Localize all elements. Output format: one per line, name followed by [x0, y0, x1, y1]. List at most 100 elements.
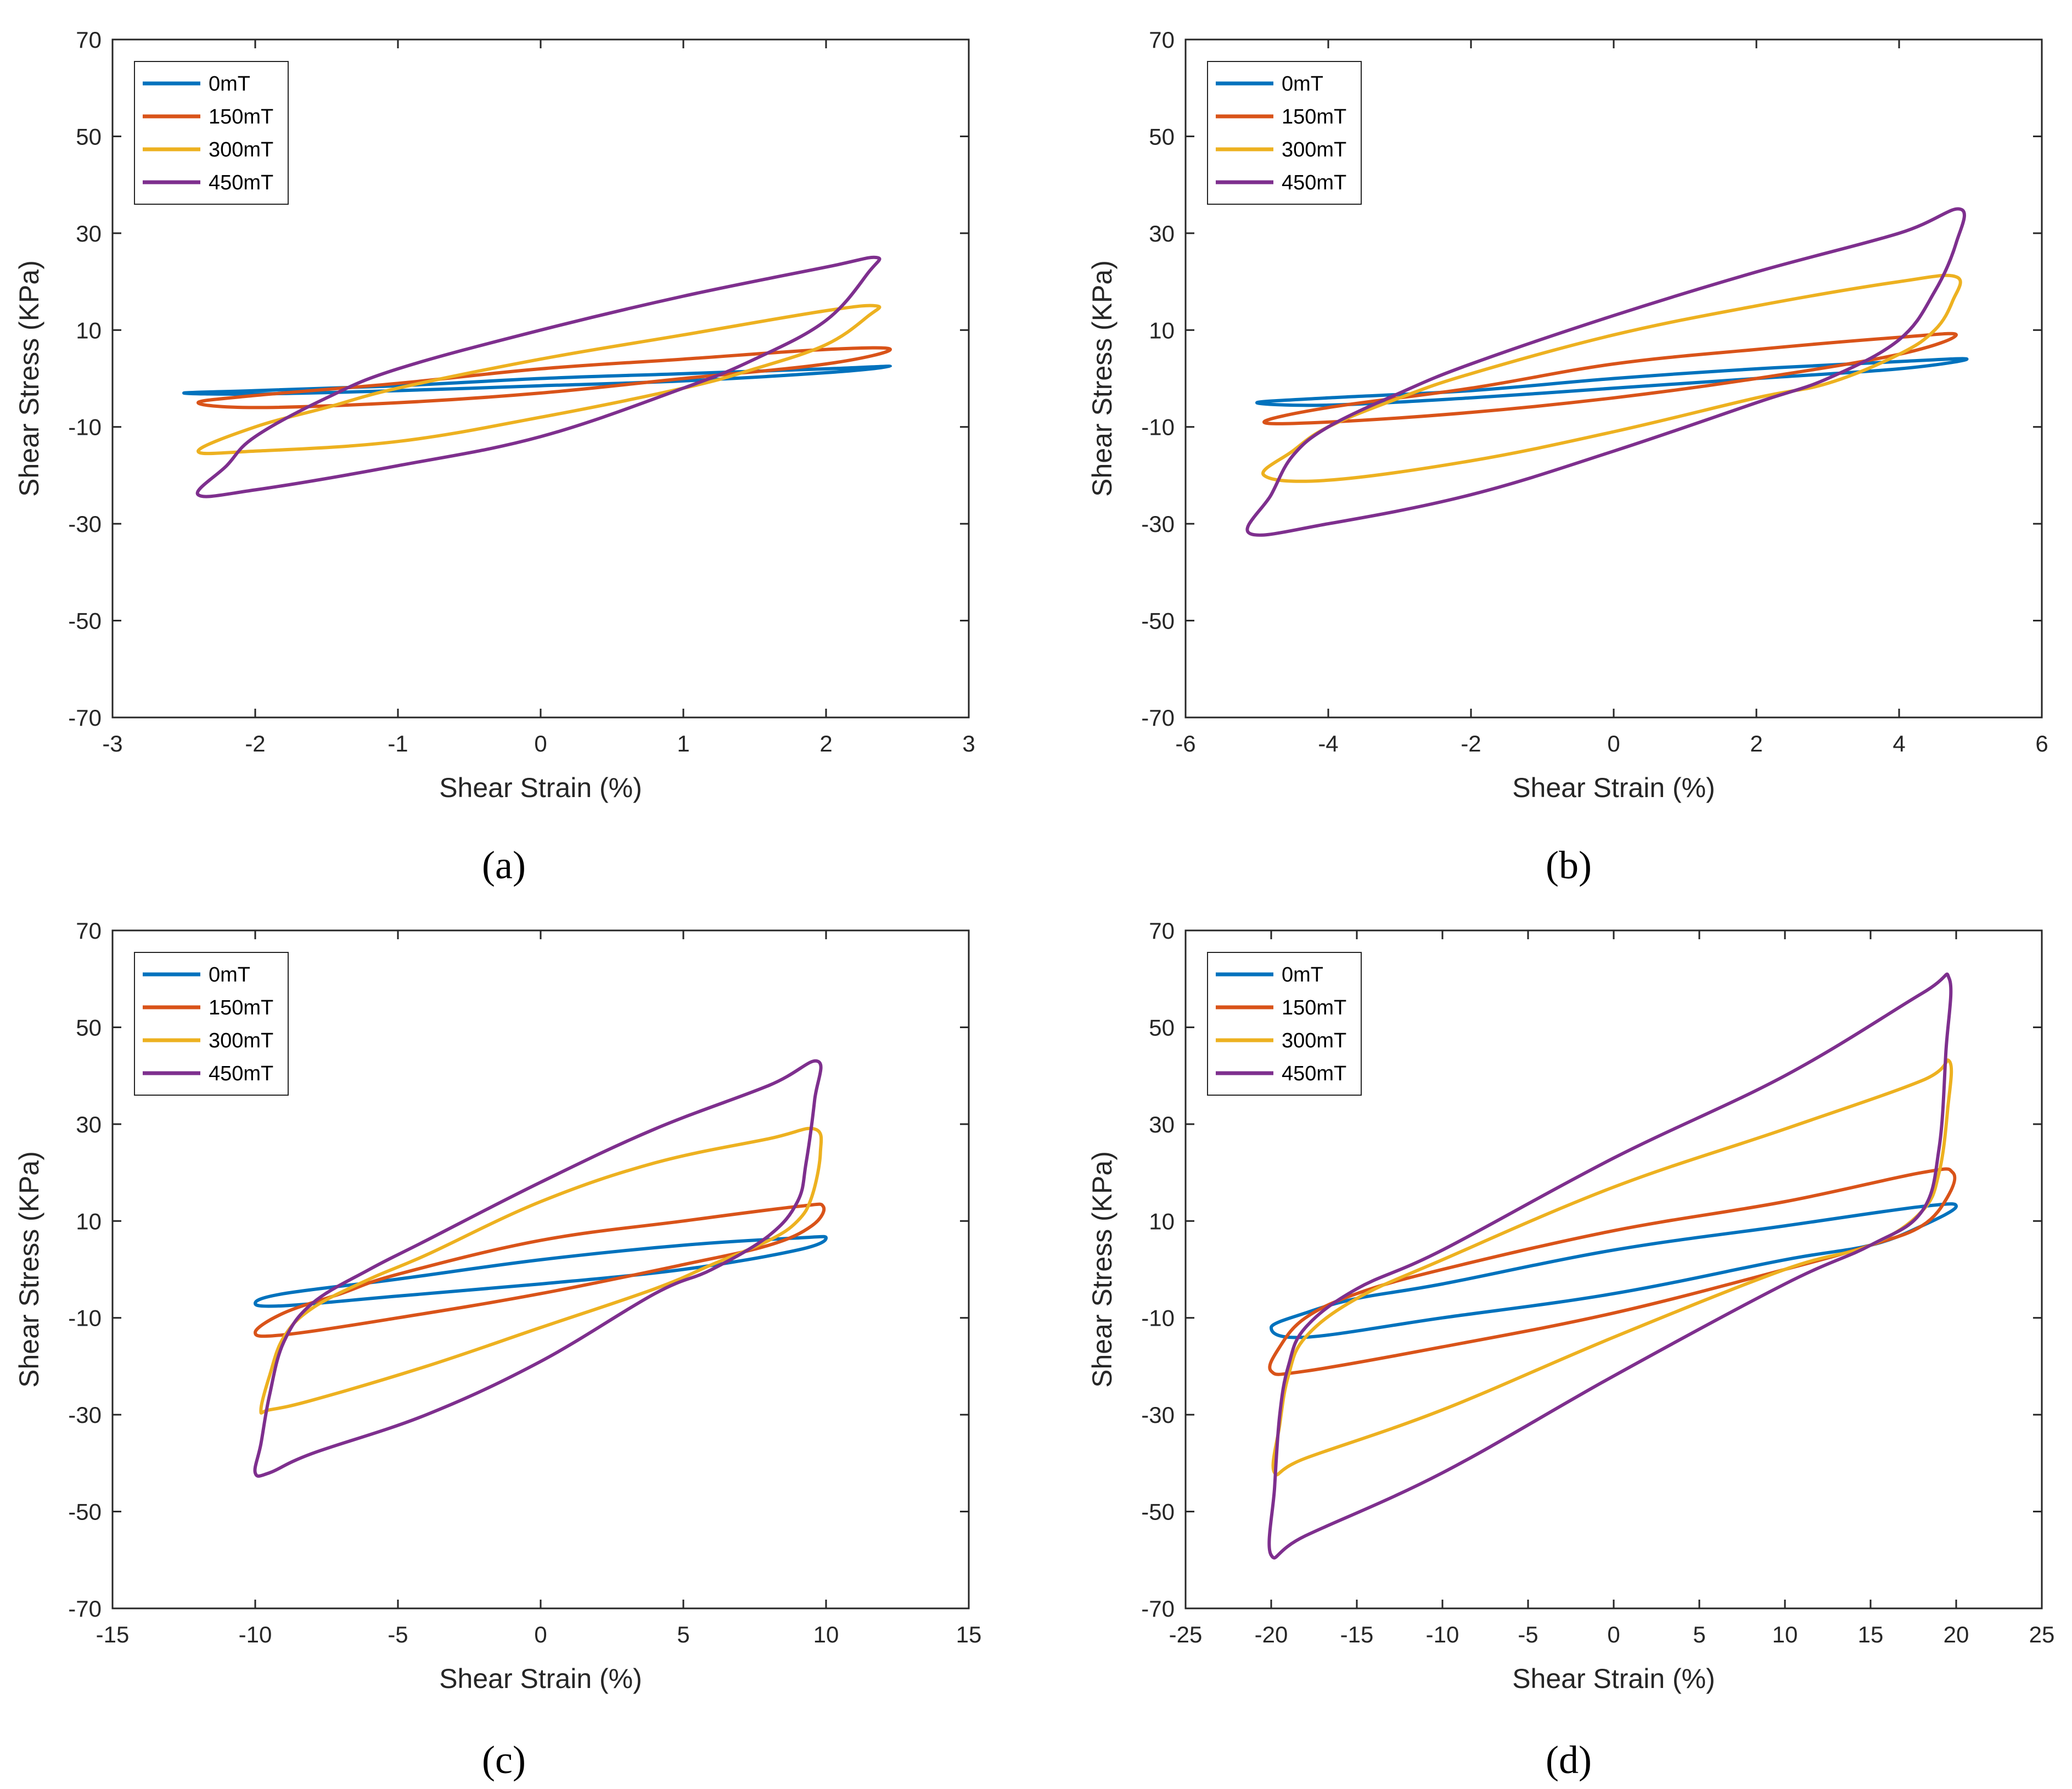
- x-tick-label: 6: [2035, 731, 2048, 756]
- series-line-0mT: [1270, 1202, 1958, 1339]
- legend-entry-0mT: 0mT: [209, 72, 250, 96]
- x-tick-label: 0: [534, 1622, 547, 1647]
- x-tick-label: 20: [1944, 1622, 1969, 1647]
- x-tick-label: -10: [1426, 1622, 1459, 1647]
- x-tick-label: -2: [1461, 731, 1481, 756]
- series-line-150mT: [1262, 332, 1958, 425]
- y-tick-label: 10: [1149, 317, 1175, 343]
- panel-caption: (c): [482, 1738, 526, 1782]
- x-tick-label: 0: [534, 731, 547, 756]
- y-tick-label: -10: [68, 1305, 102, 1331]
- y-tick-label: 50: [76, 124, 102, 149]
- y-tick-label: 30: [1149, 221, 1175, 246]
- chart-panel-b: -6 -4 -2 0 2 4 6 -70 -50 -30 -10 10 30 50 70 Shear Stra…: [1087, 27, 2048, 887]
- x-tick-label: -15: [1340, 1622, 1374, 1647]
- series-line-300mT: [1261, 273, 1962, 483]
- x-tick-label: -20: [1255, 1622, 1288, 1647]
- y-tick-label: 70: [1149, 918, 1175, 944]
- x-tick-label: -3: [102, 731, 122, 756]
- x-tick-label: 4: [1893, 731, 1905, 756]
- y-tick-label: -50: [68, 1499, 102, 1525]
- y-tick-label: -10: [1141, 1305, 1175, 1331]
- series-line-450mT: [1245, 207, 1966, 537]
- legend-entry-300mT: 300mT: [1282, 1029, 1346, 1052]
- y-tick-label: 70: [76, 27, 102, 53]
- series-line-300mT: [1271, 1058, 1953, 1477]
- legend-entry-0mT: 0mT: [209, 963, 250, 986]
- series-line-150mT: [254, 1202, 826, 1338]
- legend-entry-150mT: 150mT: [209, 105, 273, 128]
- y-tick-label: 50: [76, 1014, 102, 1040]
- y-axis-label: Shear Stress (KPa): [14, 1151, 44, 1388]
- legend-entry-450mT: 450mT: [209, 1062, 273, 1085]
- x-tick-label: 15: [1858, 1622, 1884, 1647]
- y-tick-label: -70: [68, 1596, 102, 1622]
- y-tick-label: -30: [68, 511, 102, 537]
- x-tick-label: -6: [1175, 731, 1195, 756]
- y-tick-label: -50: [68, 608, 102, 634]
- legend-entry-150mT: 150mT: [209, 996, 273, 1019]
- x-tick-label: -2: [245, 731, 265, 756]
- series-line-450mT: [253, 1059, 823, 1478]
- y-tick-label: -30: [1141, 511, 1175, 537]
- legend-entry-300mT: 300mT: [209, 138, 273, 161]
- series-line-450mT: [1267, 972, 1953, 1560]
- x-tick-label: 1: [677, 731, 689, 756]
- x-tick-label: 0: [1607, 1622, 1620, 1647]
- x-axis-label: Shear Strain (%): [1512, 772, 1715, 803]
- x-tick-label: 3: [962, 731, 975, 756]
- y-tick-label: -30: [68, 1402, 102, 1428]
- y-tick-label: 30: [1149, 1112, 1175, 1137]
- panel-caption: (d): [1546, 1738, 1592, 1782]
- legend-entry-450mT: 450mT: [1282, 1062, 1346, 1085]
- legend-entry-0mT: 0mT: [1282, 72, 1323, 96]
- series-line-0mT: [182, 364, 892, 396]
- legend-entry-450mT: 450mT: [1282, 171, 1346, 194]
- x-tick-label: 15: [956, 1622, 982, 1647]
- x-axis-label: Shear Strain (%): [1512, 1663, 1715, 1694]
- y-tick-label: 70: [76, 918, 102, 944]
- series-line-0mT: [1255, 357, 1969, 407]
- series-line-300mT: [259, 1126, 823, 1415]
- x-tick-label: -15: [96, 1622, 130, 1647]
- x-tick-label: -25: [1169, 1622, 1203, 1647]
- y-axis-label: Shear Stress (KPa): [14, 260, 44, 497]
- y-tick-label: 30: [76, 221, 102, 246]
- y-tick-label: 70: [1149, 27, 1175, 53]
- x-axis-label: Shear Strain (%): [439, 772, 642, 803]
- x-tick-label: 2: [819, 731, 832, 756]
- y-tick-label: 10: [76, 1208, 102, 1234]
- y-tick-label: -30: [1141, 1402, 1175, 1428]
- series-line-300mT: [196, 304, 881, 456]
- y-tick-label: 30: [76, 1112, 102, 1137]
- legend-entry-150mT: 150mT: [1282, 996, 1346, 1019]
- y-tick-label: -70: [1141, 1596, 1175, 1622]
- y-axis-label: Shear Stress (KPa): [1087, 260, 1118, 497]
- x-tick-label: -1: [388, 731, 408, 756]
- series-line-150mT: [196, 346, 892, 410]
- y-tick-label: 50: [1149, 124, 1175, 149]
- chart-panel-d: -25 -20 -15 -10 -5 0 5 10 15 20 25-70-50-30-101030…: [1087, 918, 2054, 1782]
- x-tick-label: -5: [1518, 1622, 1538, 1647]
- legend-entry-300mT: 300mT: [1282, 138, 1346, 161]
- y-tick-label: -10: [68, 414, 102, 440]
- panel-caption: (a): [482, 843, 526, 887]
- legend-entry-0mT: 0mT: [1282, 963, 1323, 986]
- y-tick-label: -50: [1141, 608, 1175, 634]
- legend-entry-450mT: 450mT: [209, 171, 273, 194]
- x-tick-label: 0: [1607, 731, 1620, 756]
- y-tick-label: -10: [1141, 414, 1175, 440]
- x-tick-label: 5: [677, 1622, 689, 1647]
- x-tick-label: 2: [1750, 731, 1762, 756]
- series-line-450mT: [195, 255, 881, 498]
- y-tick-label: 10: [76, 317, 102, 343]
- y-tick-label: 10: [1149, 1208, 1175, 1234]
- x-tick-label: -10: [239, 1622, 272, 1647]
- x-tick-label: 5: [1693, 1622, 1705, 1647]
- legend-entry-150mT: 150mT: [1282, 105, 1346, 128]
- x-axis-label: Shear Strain (%): [439, 1663, 642, 1694]
- x-tick-label: 10: [1772, 1622, 1798, 1647]
- chart-panel-c: -15 -10 -5 0 5 10 15-70-50-30-1010305070Shear …: [14, 918, 981, 1782]
